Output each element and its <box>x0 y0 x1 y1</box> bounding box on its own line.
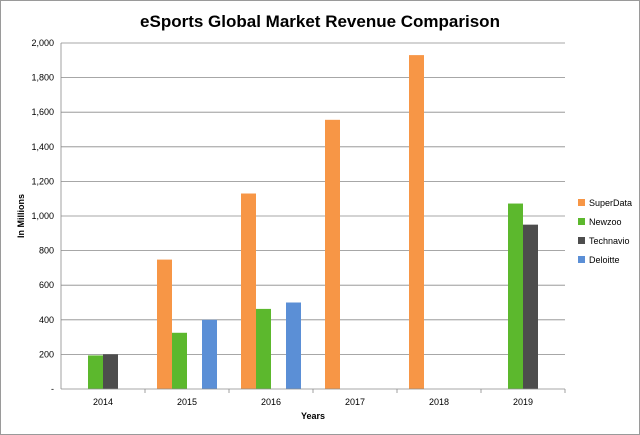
x-tick-label: 2016 <box>261 397 281 407</box>
bar-technavio-2019 <box>523 224 538 389</box>
y-tick-label: 1,000 <box>31 211 54 221</box>
bar-superdata-2017 <box>325 119 340 389</box>
legend: SuperData Newzoo Technavio Deloitte <box>578 198 632 265</box>
legend-swatch-newzoo <box>578 218 585 225</box>
axes <box>60 43 566 393</box>
legend-swatch-technavio <box>578 237 585 244</box>
bar-superdata-2018 <box>409 55 424 390</box>
bar-newzoo-2019 <box>508 203 523 389</box>
chart-title: eSports Global Market Revenue Comparison <box>140 12 500 31</box>
y-tick-label: 600 <box>39 280 54 290</box>
y-tick-label: 1,600 <box>31 107 54 117</box>
y-tick-label: 1,200 <box>31 176 54 186</box>
bar-superdata-2015 <box>157 259 172 389</box>
legend-label-deloitte: Deloitte <box>589 255 620 265</box>
gridlines <box>61 42 565 355</box>
y-tick-label: 1,400 <box>31 142 54 152</box>
x-tick-label: 2014 <box>93 397 113 407</box>
bar-deloitte-2016 <box>286 302 301 389</box>
y-axis-title: In Millions <box>16 194 26 238</box>
y-tick-label: 1,800 <box>31 73 54 83</box>
y-tick-label: 2,000 <box>31 38 54 48</box>
x-axis-title: Years <box>301 411 325 421</box>
legend-label-newzoo: Newzoo <box>589 217 622 227</box>
bar-superdata-2016 <box>241 193 256 389</box>
bar-newzoo-2015 <box>172 332 187 389</box>
x-tick-label: 2017 <box>345 397 365 407</box>
bar-newzoo-2016 <box>256 308 271 389</box>
tick-labels: - 200 400 600 800 1,000 1,200 1,400 1,600 1,800 2,… <box>31 38 533 407</box>
bars <box>88 55 538 390</box>
x-tick-label: 2018 <box>429 397 449 407</box>
legend-label-technavio: Technavio <box>589 236 630 246</box>
bar-newzoo-2014 <box>88 355 103 389</box>
x-tick-label: 2015 <box>177 397 197 407</box>
x-tick-label: 2019 <box>513 397 533 407</box>
y-tick-label: - <box>51 384 54 394</box>
y-tick-label: 200 <box>39 349 54 359</box>
y-tick-label: 400 <box>39 315 54 325</box>
y-tick-label: 800 <box>39 246 54 256</box>
legend-label-superdata: SuperData <box>589 198 632 208</box>
bar-technavio-2014 <box>103 354 118 389</box>
legend-swatch-superdata <box>578 199 585 206</box>
legend-swatch-deloitte <box>578 256 585 263</box>
bar-deloitte-2015 <box>202 319 217 389</box>
